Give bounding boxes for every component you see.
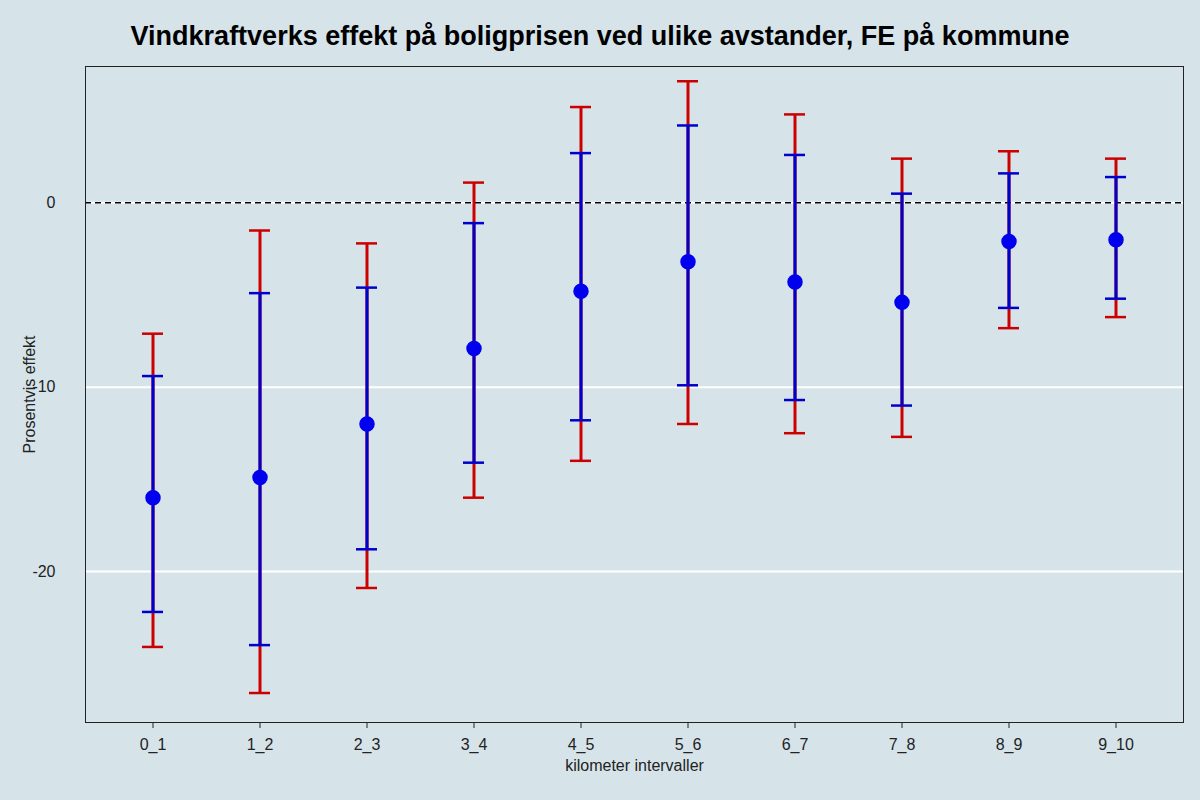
svg-text:-20: -20 xyxy=(32,563,55,580)
svg-text:9_10: 9_10 xyxy=(1098,736,1134,754)
svg-text:0: 0 xyxy=(47,194,56,211)
svg-text:5_6: 5_6 xyxy=(675,736,702,754)
svg-text:8_9: 8_9 xyxy=(996,736,1023,754)
svg-text:6_7: 6_7 xyxy=(782,736,809,754)
svg-text:0_1: 0_1 xyxy=(140,736,167,754)
svg-text:Prosentvis effekt: Prosentvis effekt xyxy=(21,335,38,454)
svg-text:7_8: 7_8 xyxy=(889,736,916,754)
svg-text:kilometer intervaller: kilometer intervaller xyxy=(565,757,704,774)
svg-text:-10: -10 xyxy=(32,378,56,396)
html-text:Vindkraftverks effekt på bolig: Vindkraftverks effekt på boligprisen ved… xyxy=(130,21,1070,51)
svg-text:4_5: 4_5 xyxy=(568,736,595,754)
svg-text:1_2: 1_2 xyxy=(247,736,274,754)
svg-text:2_3: 2_3 xyxy=(354,736,381,754)
svg-text:3_4: 3_4 xyxy=(461,736,488,754)
